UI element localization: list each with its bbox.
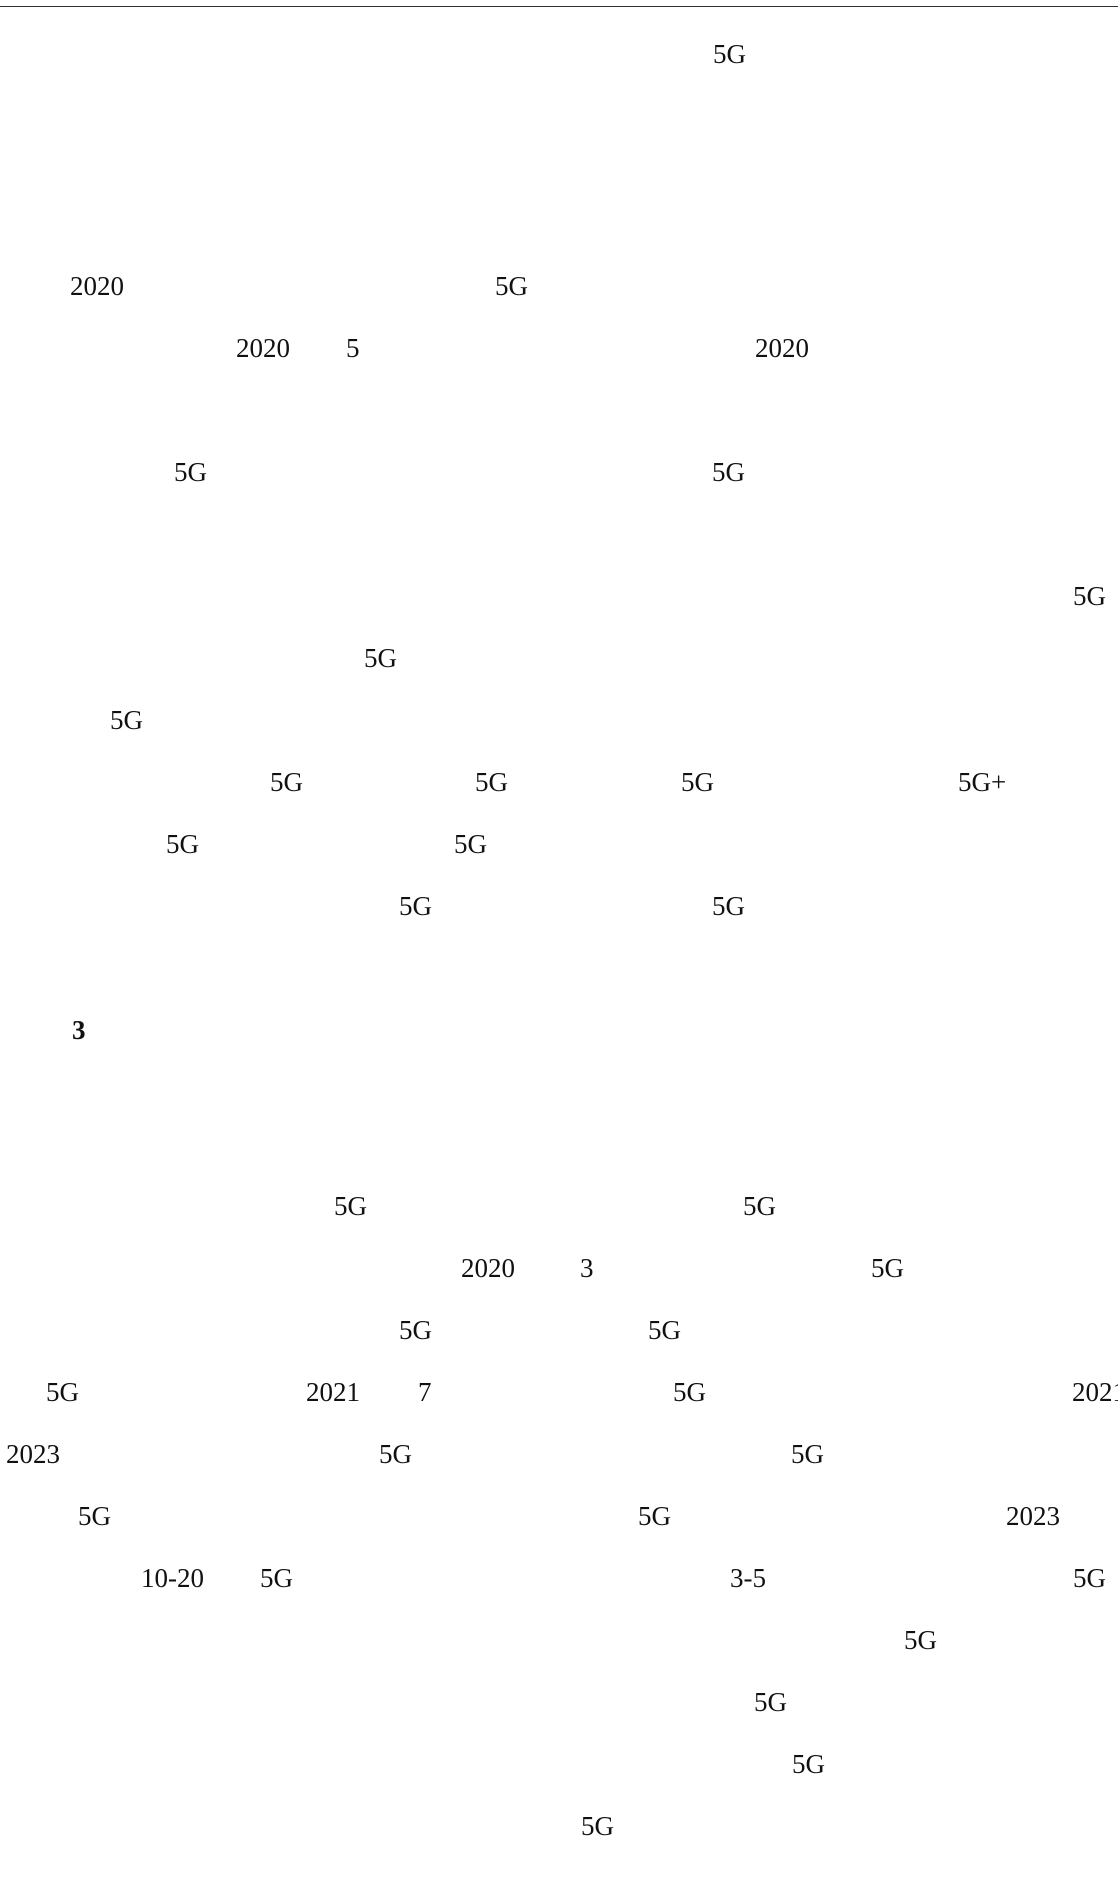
- text-fragment: 5G: [712, 891, 745, 921]
- text-fragment: 5G: [871, 1253, 904, 1283]
- text-fragment: 5G: [495, 271, 528, 301]
- section-number: 3: [72, 1015, 86, 1045]
- text-fragment: 5G: [270, 767, 303, 797]
- text-fragment: 5G: [581, 1811, 614, 1841]
- text-fragment: 5G: [792, 1749, 825, 1779]
- text-fragment: 2020: [236, 333, 290, 363]
- text-fragment: 5G: [399, 891, 432, 921]
- text-fragment: 3-5: [730, 1563, 766, 1593]
- text-fragment: 5G: [1073, 581, 1106, 611]
- text-fragment: 3: [580, 1253, 594, 1283]
- text-fragment: 5G: [454, 829, 487, 859]
- text-fragment: 5G: [110, 705, 143, 735]
- text-fragment: 5G: [334, 1191, 367, 1221]
- text-fragment: 5G: [46, 1377, 79, 1407]
- text-fragment: 5G: [399, 1315, 432, 1345]
- text-fragment: 5G: [904, 1625, 937, 1655]
- text-fragment: 5G: [379, 1439, 412, 1469]
- text-fragment: 5G: [712, 457, 745, 487]
- text-fragment: 5G: [754, 1687, 787, 1717]
- header-rule: [0, 6, 1118, 7]
- text-fragment: 5G: [791, 1439, 824, 1469]
- text-fragment: 10-20: [141, 1563, 204, 1593]
- text-fragment: 5G: [638, 1501, 671, 1531]
- text-fragment: 5G: [364, 643, 397, 673]
- text-fragment: 2020: [70, 271, 124, 301]
- text-fragment: 5G: [713, 39, 746, 69]
- text-fragment: 2021: [306, 1377, 360, 1407]
- text-fragment: 2021-: [1072, 1377, 1118, 1407]
- text-fragment: 5G+: [958, 767, 1007, 797]
- text-fragment: 2023: [6, 1439, 60, 1469]
- text-fragment: 5G: [166, 829, 199, 859]
- text-fragment: 5G: [78, 1501, 111, 1531]
- text-fragment: 5G: [475, 767, 508, 797]
- text-fragment: 5G: [681, 767, 714, 797]
- text-fragment: 5G: [648, 1315, 681, 1345]
- text-fragment: 5G: [673, 1377, 706, 1407]
- text-fragment: 7: [418, 1377, 432, 1407]
- text-fragment: 2020: [461, 1253, 515, 1283]
- text-fragment: 2023: [1006, 1501, 1060, 1531]
- text-fragment: 2020: [755, 333, 809, 363]
- text-fragment: 5: [346, 333, 360, 363]
- text-fragment: 5G: [260, 1563, 293, 1593]
- text-fragment: 5G: [743, 1191, 776, 1221]
- text-fragment: 5G: [174, 457, 207, 487]
- text-fragment: 5G: [1073, 1563, 1106, 1593]
